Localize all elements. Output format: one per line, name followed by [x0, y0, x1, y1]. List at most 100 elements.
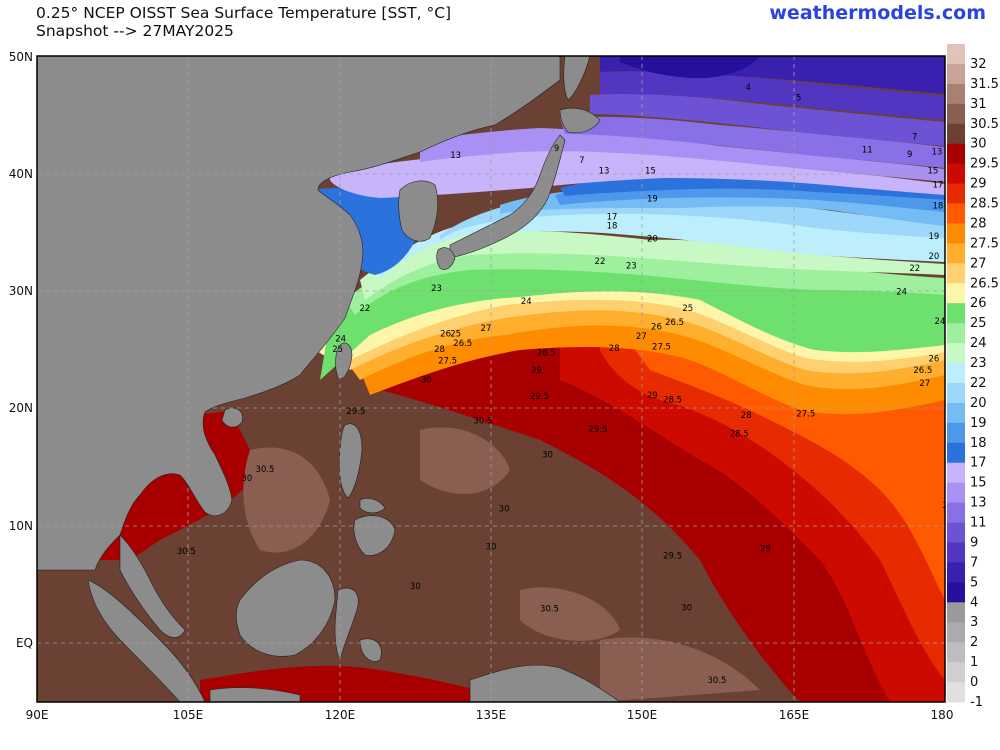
lat-label: 10N [9, 519, 33, 533]
colorbar-swatch [947, 522, 965, 543]
colorbar-swatch [947, 442, 965, 464]
colorbar-swatch [947, 682, 965, 703]
colorbar-label: 30.5 [970, 117, 999, 132]
sst-band-4 [620, 56, 760, 79]
contour-value-label: 7 [579, 156, 584, 166]
land-japan-honshu [449, 134, 566, 259]
contour-value-label: 13 [450, 151, 461, 161]
contour-value-label: 9 [907, 150, 912, 160]
colorbar-swatch [947, 203, 965, 224]
land-korea [398, 180, 439, 242]
contour-value-label: 29 [647, 391, 658, 401]
contour-value-label: 17 [607, 212, 618, 222]
lon-label: 90E [26, 708, 49, 722]
brand-logo-text[interactable]: weathermodels.com [769, 2, 986, 24]
contour-value-label: 30.5 [540, 605, 559, 615]
colorbar-swatch [947, 223, 965, 244]
contour-value-label: 30 [681, 603, 692, 613]
colorbar-swatch [947, 542, 965, 563]
contour-value-label: 28.5 [663, 395, 682, 405]
contour-value-label: 18 [933, 202, 944, 212]
contour-value-label: 22 [595, 257, 606, 267]
contour-value-label: 24 [335, 334, 346, 344]
colorbar-swatch [947, 83, 965, 105]
map-frame [36, 55, 946, 703]
colorbar-swatch [947, 482, 965, 504]
contour-value-label: 30.5 [177, 547, 196, 557]
sst-patch-30_5-c [520, 587, 620, 641]
colorbar-label: 4 [970, 595, 978, 610]
colorbar-label: 28.5 [970, 197, 999, 212]
contour-value-label: 27.5 [796, 410, 815, 420]
colorbar-label: 19 [970, 416, 987, 431]
contour-value-label: 15 [927, 166, 938, 176]
contour-value-label: 22 [359, 304, 370, 314]
lat-label: 30N [9, 284, 33, 298]
contour-value-label: 30 [542, 451, 553, 461]
contour-value-label: 28 [434, 345, 445, 355]
colorbar-swatch [947, 622, 965, 643]
title-line-1: 0.25° NCEP OISST Sea Surface Temperature… [36, 4, 452, 22]
colorbar-swatch [947, 382, 965, 404]
colorbar-swatch [947, 343, 965, 364]
contour-value-label: 29 [531, 366, 542, 376]
colorbar-swatch [947, 602, 965, 623]
colorbar-label: 28 [970, 216, 987, 231]
colorbar-label: 23 [970, 356, 987, 371]
sst-band-11 [560, 116, 945, 168]
sst-band-13 [420, 128, 945, 182]
contour-value-label: 22 [909, 264, 920, 274]
sst-patch-30_5-b [420, 427, 510, 494]
latitude-axis: 50N 40N 30N 20N 10N EQ [9, 50, 33, 650]
contour-value-label: 26.5 [453, 339, 472, 349]
colorbar-label: 7 [970, 555, 978, 570]
contour-value-label: 27 [919, 379, 930, 389]
lon-label: 150E [627, 708, 658, 722]
colorbar-label: 1 [970, 655, 978, 670]
contour-value-label: 20 [928, 252, 939, 262]
lon-label: 120E [325, 708, 356, 722]
colorbar-swatch [947, 44, 965, 65]
contour-value-label: 13 [599, 166, 610, 176]
sst-band-23 [360, 230, 945, 300]
land [37, 56, 621, 702]
colorbar-label: 2 [970, 635, 978, 650]
colorbar-swatch [947, 303, 965, 324]
contour-value-label: 29 [983, 634, 994, 644]
colorbar-swatch [947, 363, 965, 384]
contour-value-label: 26 [440, 330, 451, 340]
land-sumatra [87, 579, 206, 702]
sst-patch-30_5-d [600, 637, 760, 702]
colorbar-label: 0 [970, 675, 978, 690]
colorbar-swatch [947, 63, 965, 85]
contour-value-label: 17 [933, 181, 944, 191]
graticule [37, 56, 945, 702]
colorbar-label: 32 [970, 57, 987, 72]
land-philippines-luzon [338, 423, 363, 499]
colorbar-swatch [947, 263, 965, 284]
land-philippines-visayas [359, 498, 386, 514]
sst-band-9 [590, 94, 945, 146]
colorbar-label: 25 [970, 316, 987, 331]
contour-value-label: 30 [499, 505, 510, 515]
land-java [209, 687, 301, 702]
contour-value-label: 29 [760, 545, 771, 555]
contour-value-label: 27.5 [652, 343, 671, 353]
contour-value-label: 27 [481, 324, 492, 334]
sst-band-17 [310, 172, 945, 275]
sst-band-26 [315, 283, 945, 365]
contour-value-label: 26 [928, 354, 939, 364]
colorbar-label: 22 [970, 376, 987, 391]
contour-value-label: 29.5 [663, 552, 682, 562]
colorbar-label: 26 [970, 296, 987, 311]
title-line-2: Snapshot --> 27MAY2025 [36, 22, 234, 40]
land-malay-peninsula [119, 534, 186, 638]
contour-value-label: 30 [410, 582, 421, 592]
contour-value-label: 25 [682, 304, 693, 314]
lat-label: 20N [9, 401, 33, 415]
contour-value-label: 19 [928, 232, 939, 242]
colorbar: 3231.53130.53029.52928.52827.52726.52625… [947, 44, 999, 710]
contour-value-label: 28 [741, 411, 752, 421]
